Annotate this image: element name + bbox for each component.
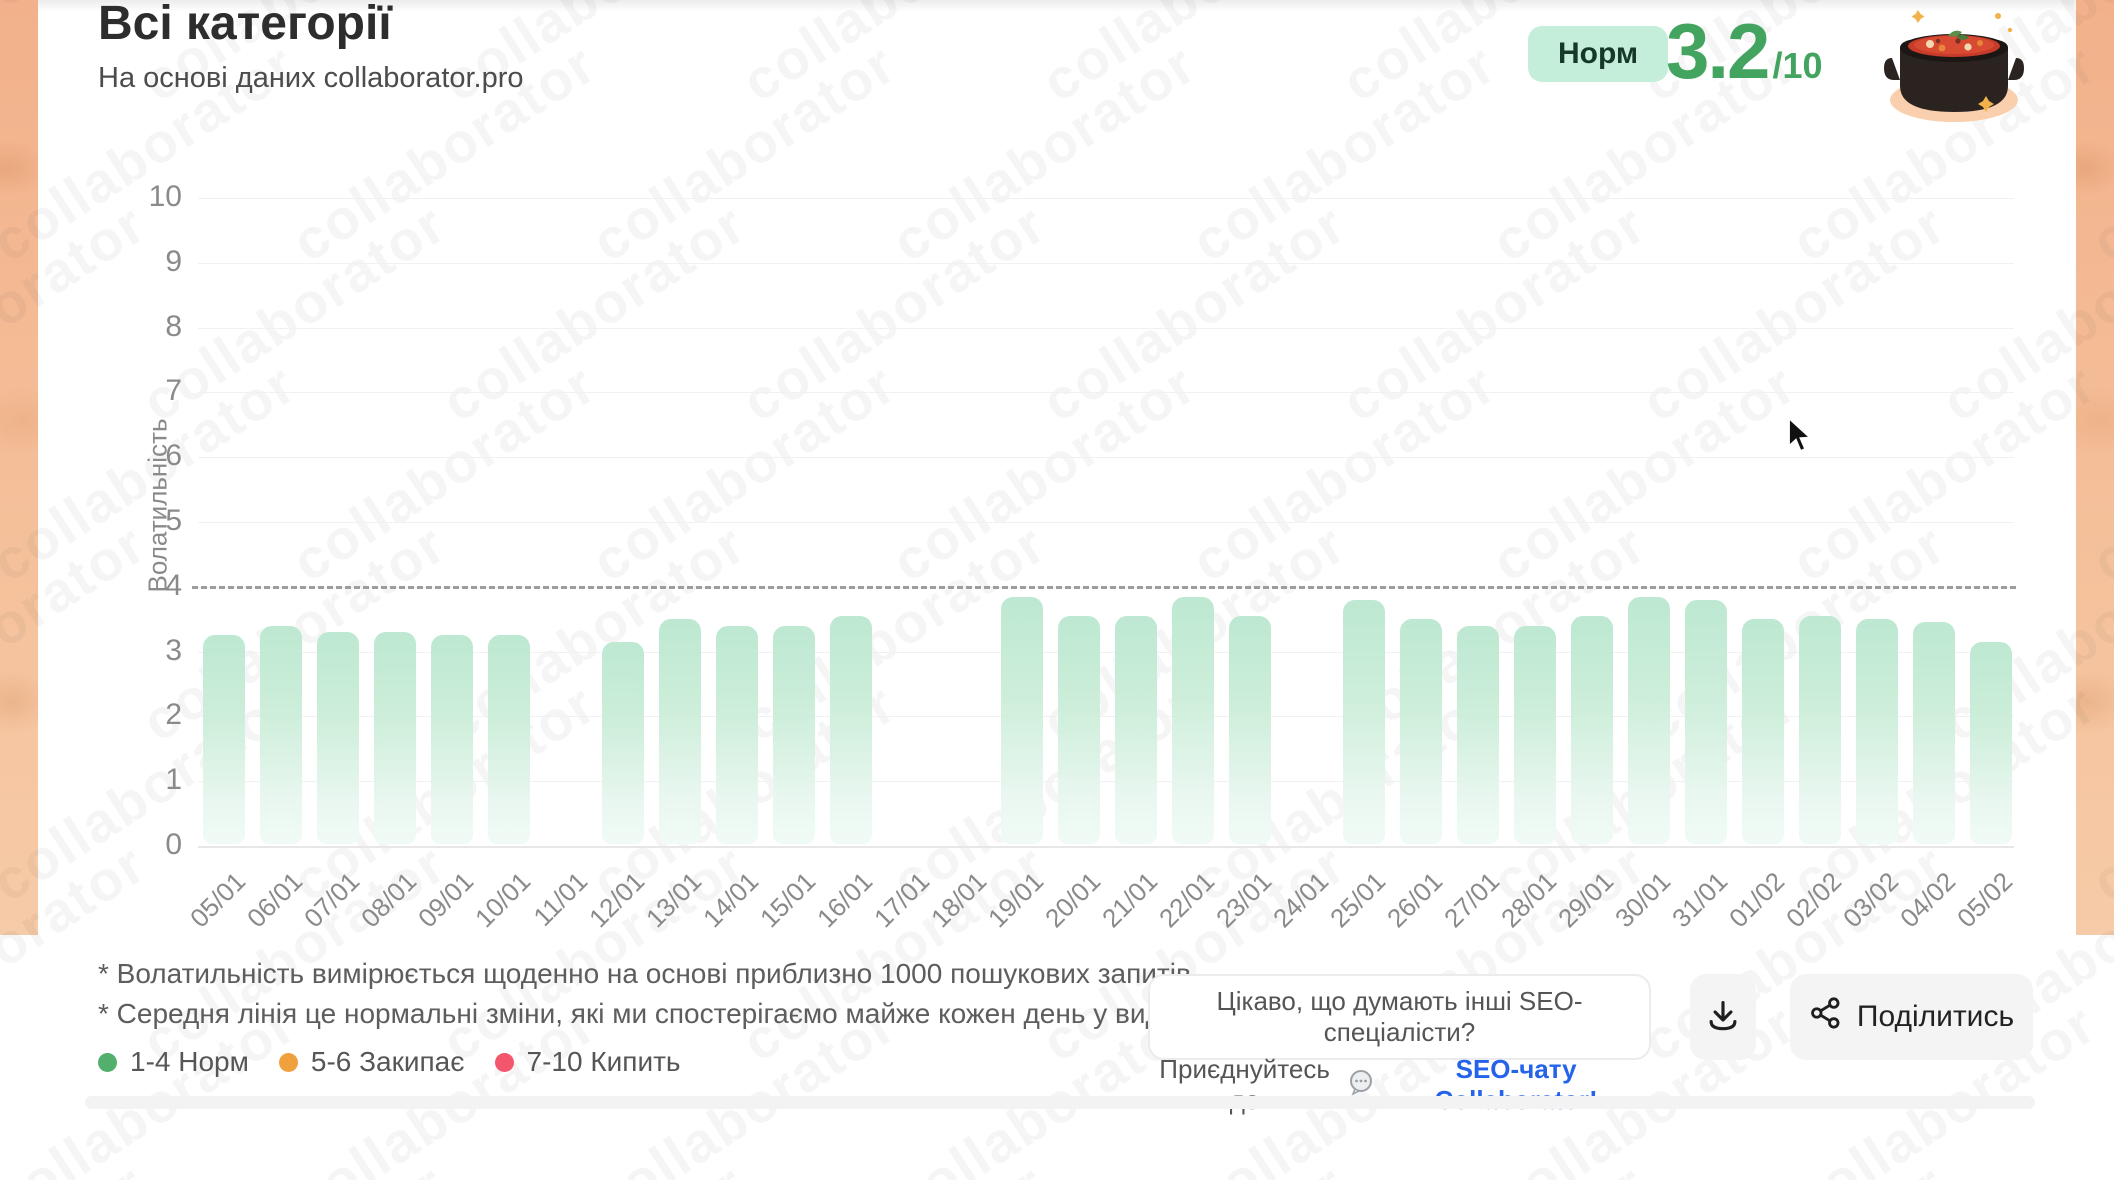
legend-item-norm: 1-4 Норм: [98, 1046, 249, 1078]
bar-13/01[interactable]: [659, 619, 701, 844]
bar-14/01[interactable]: [716, 625, 758, 844]
gridline-y2: [198, 716, 2014, 718]
bar-04/02[interactable]: [1913, 622, 1955, 844]
share-button[interactable]: Поділитись: [1790, 974, 2033, 1060]
y-tick-label: 7: [165, 374, 182, 408]
bar-10/01[interactable]: [488, 635, 530, 844]
bar-20/01[interactable]: [1058, 615, 1100, 844]
y-tick-label: 10: [148, 180, 182, 213]
bar-09/01[interactable]: [431, 635, 473, 844]
score-max: /10: [1772, 45, 1823, 86]
score-value: 3.2: [1666, 7, 1770, 95]
gridline-y8: [198, 327, 2014, 329]
legend-item-boiling-soon: 5-6 Закипає: [278, 1046, 465, 1078]
right-decorative-border: [2076, 0, 2114, 935]
y-tick-label: 5: [165, 504, 182, 537]
bar-28/01[interactable]: [1514, 625, 1556, 844]
bar-25/01[interactable]: [1343, 599, 1385, 844]
footnote-2: * Середня лінія це нормальні зміни, які …: [98, 998, 1198, 1029]
bar-23/01[interactable]: [1229, 615, 1271, 844]
y-tick-label: 2: [165, 698, 182, 732]
download-icon: [1704, 997, 1742, 1038]
y-tick-label: 1: [165, 763, 182, 797]
bar-03/02[interactable]: [1856, 619, 1898, 844]
bar-31/01[interactable]: [1685, 599, 1727, 844]
gridline-y3: [198, 651, 2014, 653]
legend-dot-red: [494, 1052, 514, 1072]
bar-18/01[interactable]: [944, 460, 986, 844]
bar-24/01[interactable]: [1286, 580, 1328, 844]
bar-07/01[interactable]: [317, 632, 359, 844]
gridline-y9: [198, 262, 2014, 264]
status-badge: Норм: [1528, 26, 1669, 82]
gridline-y6: [198, 457, 2014, 459]
bar-08/01[interactable]: [374, 632, 416, 844]
bar-05/01[interactable]: [203, 635, 245, 844]
cta-join-text: Приєднуйтесь до: [1159, 1054, 1330, 1115]
share-icon: [1809, 996, 1843, 1038]
mouse-cursor: [1784, 414, 1818, 461]
y-tick-label: 6: [165, 439, 182, 473]
page-subtitle: На основі даних collaborator.pro: [98, 62, 524, 94]
bar-22/01[interactable]: [1172, 596, 1214, 844]
bar-06/01[interactable]: [260, 625, 302, 844]
bar-30/01[interactable]: [1628, 596, 1670, 844]
x-axis-line: [198, 846, 2014, 848]
bar-11/01[interactable]: [545, 574, 587, 844]
left-decorative-border: [0, 0, 38, 935]
chat-bubble-icon: [1347, 1068, 1375, 1103]
share-button-label: Поділитись: [1856, 1000, 2015, 1033]
y-tick-label: 3: [165, 633, 182, 667]
card-bottom-edge: [85, 1096, 2035, 1109]
bar-16/01[interactable]: [830, 615, 872, 844]
gridline-y10: [198, 198, 2014, 199]
legend-dot-orange: [278, 1052, 298, 1072]
download-button[interactable]: [1690, 974, 1756, 1060]
bar-17/01[interactable]: [887, 470, 929, 844]
bar-02/02[interactable]: [1799, 615, 1841, 844]
footnote-1: * Волатильність вимірюється щоденно на о…: [98, 958, 1199, 989]
bar-12/01[interactable]: [602, 641, 644, 844]
bar-15/01[interactable]: [773, 625, 815, 844]
cta-question: Цікаво, що думають інші SEO-спеціалісти?: [1216, 986, 1583, 1047]
volatility-score: 3.2 /10: [1666, 6, 1822, 97]
seo-chat-cta-card: Цікаво, що думають інші SEO-спеціалісти?…: [1148, 974, 1651, 1115]
gridline-y1: [198, 781, 2014, 783]
bar-19/01[interactable]: [1001, 596, 1043, 844]
bar-26/01[interactable]: [1400, 619, 1442, 844]
chart-legend: 1-4 Норм 5-6 Закипає 7-10 Кипить: [98, 1046, 681, 1078]
threshold-line-4: [192, 585, 2016, 589]
page-title: Всі категорії: [98, 0, 392, 50]
bar-01/02[interactable]: [1742, 619, 1784, 844]
legend-label-norm: 1-4 Норм: [130, 1046, 249, 1077]
legend-item-boiling: 7-10 Кипить: [494, 1046, 681, 1078]
bar-05/02[interactable]: [1970, 641, 2012, 844]
bar-27/01[interactable]: [1457, 625, 1499, 844]
legend-label-boiling: 7-10 Кипить: [526, 1046, 681, 1077]
y-tick-label: 0: [165, 828, 182, 861]
y-tick-label: 4: [165, 568, 182, 602]
borscht-pot-illustration: [1878, 0, 2030, 133]
legend-dot-green: [98, 1052, 117, 1072]
gridline-y5: [198, 522, 2014, 523]
y-tick-label: 8: [165, 309, 182, 343]
gridline-y7: [198, 392, 2014, 394]
y-tick-label: 9: [165, 244, 182, 278]
bar-29/01[interactable]: [1571, 615, 1613, 844]
legend-label-boiling-soon: 5-6 Закипає: [310, 1046, 465, 1077]
bar-21/01[interactable]: [1115, 615, 1157, 844]
